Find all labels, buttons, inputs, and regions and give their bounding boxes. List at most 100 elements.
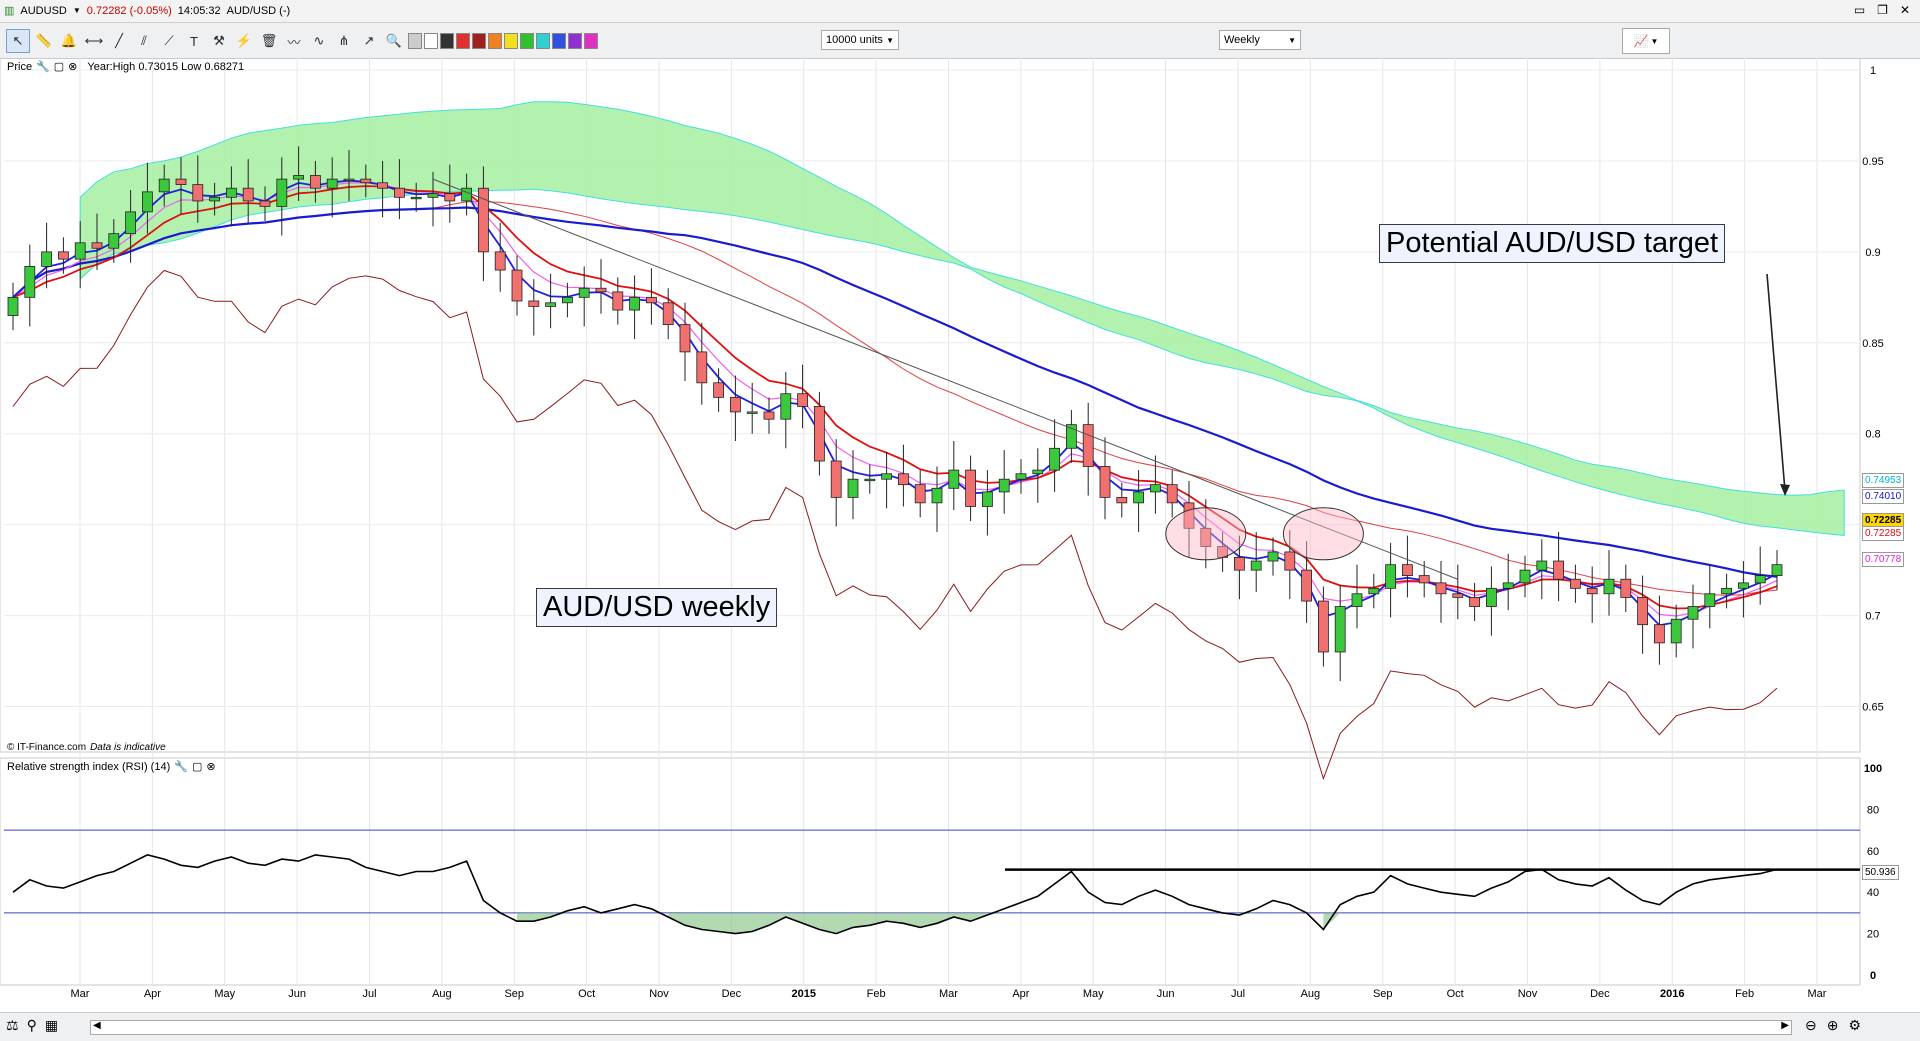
disclaimer-text: Data is indicative: [90, 742, 166, 753]
color-swatch-purple[interactable]: [568, 33, 582, 49]
x-tick-label: Mar: [71, 988, 90, 1000]
candle-up: [1250, 560, 1262, 571]
rsi-tick-label: 80: [1867, 804, 1879, 816]
candle-up: [461, 187, 473, 202]
color-swatch-gray[interactable]: [408, 33, 422, 49]
color-swatch-black[interactable]: [440, 33, 454, 49]
fan-icon[interactable]: ⟋: [164, 33, 174, 48]
alert-icon[interactable]: 🔔: [60, 33, 78, 48]
channel-icon[interactable]: ⫽: [141, 33, 147, 48]
weekly-annotation[interactable]: AUD/USD weekly: [536, 588, 778, 627]
text-icon[interactable]: T: [190, 33, 198, 49]
candle-down: [1469, 597, 1480, 607]
chart-style-button[interactable]: 📈 ▼: [1622, 28, 1670, 54]
color-swatch-red[interactable]: [456, 33, 470, 49]
candle-up: [326, 178, 338, 189]
candle-down: [360, 178, 372, 184]
candle-up: [293, 175, 305, 180]
horizontal-line-icon[interactable]: ⟷: [84, 33, 104, 48]
x-tick-label: Jul: [1231, 988, 1245, 1000]
close-icon[interactable]: ✕: [1899, 3, 1910, 17]
candle-up: [982, 491, 993, 507]
window-icon[interactable]: ▢: [53, 61, 65, 73]
restore-icon[interactable]: ❐: [1877, 3, 1888, 17]
x-tick-label: Feb: [867, 988, 886, 1000]
candle-down: [1183, 502, 1195, 529]
candle-down: [1452, 593, 1464, 598]
scroll-left-icon[interactable]: ◀: [93, 1020, 101, 1031]
binoculars-icon[interactable]: ⚲: [26, 1017, 37, 1033]
target-annotation[interactable]: Potential AUD/USD target: [1379, 224, 1726, 263]
close-icon[interactable]: ⊗: [68, 61, 78, 73]
chart-area[interactable]: 10.950.90.850.80.750.70.65 100806040200 …: [0, 58, 1920, 1012]
symbol-menu[interactable]: AUDUSD: [20, 4, 67, 17]
color-swatch-darkred[interactable]: [472, 33, 486, 49]
fibonacci-icon[interactable]: ⚡: [235, 33, 253, 48]
x-tick-label: Aug: [432, 988, 452, 1000]
candle-up: [847, 478, 859, 498]
x-tick-label: Sep: [1373, 988, 1393, 1000]
pointer-icon[interactable]: ↖: [6, 29, 30, 53]
color-swatch-orange[interactable]: [488, 33, 502, 49]
arrow-icon[interactable]: ↗: [363, 33, 375, 48]
candle-down: [309, 175, 321, 189]
window-icon[interactable]: ▢: [191, 761, 203, 773]
candle-down: [1234, 557, 1245, 571]
wrench-icon[interactable]: 🔧: [36, 61, 50, 73]
candle-up: [780, 393, 792, 420]
color-swatch-cyan[interactable]: [536, 33, 550, 49]
color-swatch-white[interactable]: [424, 33, 438, 49]
units-select[interactable]: 10000 units ▼: [821, 30, 899, 50]
candle-up: [746, 411, 758, 414]
pitchfork-icon[interactable]: ⋔: [338, 33, 350, 48]
x-tick-label: May: [214, 988, 235, 1000]
rsi-panel-frame: [0, 757, 1861, 986]
trend-line-icon[interactable]: ╱: [115, 33, 123, 48]
zoom-out-icon[interactable]: ⊖: [1805, 1017, 1817, 1033]
chevron-down-icon: ▼: [1288, 35, 1296, 45]
candle-down: [528, 300, 540, 307]
candle-down: [1284, 551, 1296, 571]
candle-down: [192, 184, 204, 202]
price-panel-header: Price 🔧 ▢ ⊗ Year:High 0.73015 Low 0.6827…: [7, 60, 244, 74]
period-select[interactable]: Weekly ▼: [1219, 30, 1301, 50]
price-tag-ma-blue: 0.74010: [1862, 489, 1905, 504]
candle-down: [763, 411, 775, 420]
time-scrollbar[interactable]: ◀ ▶: [90, 1020, 1792, 1035]
candle-up: [158, 178, 170, 193]
wrench-icon[interactable]: 🔧: [174, 761, 188, 773]
candle-down: [1586, 587, 1598, 595]
settings-icon[interactable]: ⚙: [1848, 1017, 1862, 1033]
candle-up: [1721, 587, 1732, 595]
candle-down: [393, 187, 405, 198]
wave-icon[interactable]: 〰: [287, 34, 301, 50]
color-swatch-green[interactable]: [520, 33, 534, 49]
copyright-text: © IT-Finance.com: [7, 742, 87, 753]
minimize-icon[interactable]: ▭: [1853, 3, 1866, 17]
chevron-down-icon: ▼: [886, 35, 894, 45]
toolbar: ↖ 📏 🔔 ⟷ ╱ ⫽ ⟋ T ⚒ ⚡ 🗑 〰 ∿ ⋔ ↗ 🔍 10000 un…: [0, 23, 1920, 59]
trash-icon[interactable]: 🗑: [260, 33, 278, 48]
color-swatch-yellow[interactable]: [504, 33, 518, 49]
close-icon[interactable]: ⊗: [206, 761, 216, 773]
scroll-right-icon[interactable]: ▶: [1781, 1020, 1789, 1031]
candle-up: [1351, 593, 1363, 607]
candle-up: [1066, 424, 1077, 449]
ruler-icon[interactable]: 📏: [35, 33, 53, 48]
x-tick-label: 2015: [792, 988, 816, 1000]
zoom-icon[interactable]: 🔍: [385, 33, 403, 48]
zoom-in-icon[interactable]: ⊕: [1826, 1017, 1839, 1033]
dropdown-icon[interactable]: ▼: [72, 6, 81, 15]
candle-up: [24, 266, 36, 298]
calculator-icon[interactable]: ▦: [44, 1017, 59, 1033]
compare-icon[interactable]: ⚖: [6, 1017, 19, 1033]
color-swatch-blue[interactable]: [552, 33, 566, 49]
candle-up: [1032, 469, 1044, 475]
color-swatch-magenta[interactable]: [584, 33, 598, 49]
x-tick-label: Mar: [939, 988, 958, 1000]
gann-icon[interactable]: ⚒: [213, 33, 225, 48]
cycle-icon[interactable]: ∿: [313, 33, 325, 48]
candle-up: [1670, 618, 1682, 644]
candle-down: [679, 324, 691, 353]
candle-up: [881, 473, 892, 480]
